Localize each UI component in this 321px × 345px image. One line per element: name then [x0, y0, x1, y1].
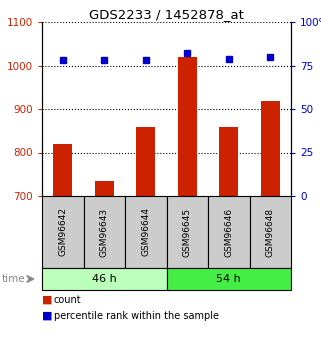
- Bar: [167, 268, 291, 290]
- Bar: [42, 268, 167, 290]
- Bar: [95, 181, 114, 196]
- Text: GSM96646: GSM96646: [224, 207, 233, 257]
- Bar: [136, 127, 155, 196]
- Bar: [125, 196, 167, 268]
- Text: GSM96644: GSM96644: [141, 207, 150, 256]
- Text: count: count: [54, 295, 82, 305]
- Bar: [83, 196, 125, 268]
- Text: GSM96642: GSM96642: [58, 207, 67, 256]
- Text: GSM96648: GSM96648: [266, 207, 275, 257]
- Text: GSM96643: GSM96643: [100, 207, 109, 257]
- Bar: [178, 57, 196, 196]
- Bar: [167, 196, 208, 268]
- Text: GSM96645: GSM96645: [183, 207, 192, 257]
- Text: time: time: [2, 274, 26, 284]
- Text: 54 h: 54 h: [216, 274, 241, 284]
- Bar: [249, 196, 291, 268]
- Bar: [208, 196, 249, 268]
- Bar: [53, 144, 72, 196]
- Text: 46 h: 46 h: [92, 274, 117, 284]
- Text: ■: ■: [42, 295, 53, 305]
- Bar: [42, 196, 83, 268]
- Bar: [261, 101, 280, 196]
- Text: ■: ■: [42, 311, 53, 321]
- Text: percentile rank within the sample: percentile rank within the sample: [54, 311, 219, 321]
- Bar: [220, 127, 238, 196]
- Title: GDS2233 / 1452878_at: GDS2233 / 1452878_at: [89, 8, 244, 21]
